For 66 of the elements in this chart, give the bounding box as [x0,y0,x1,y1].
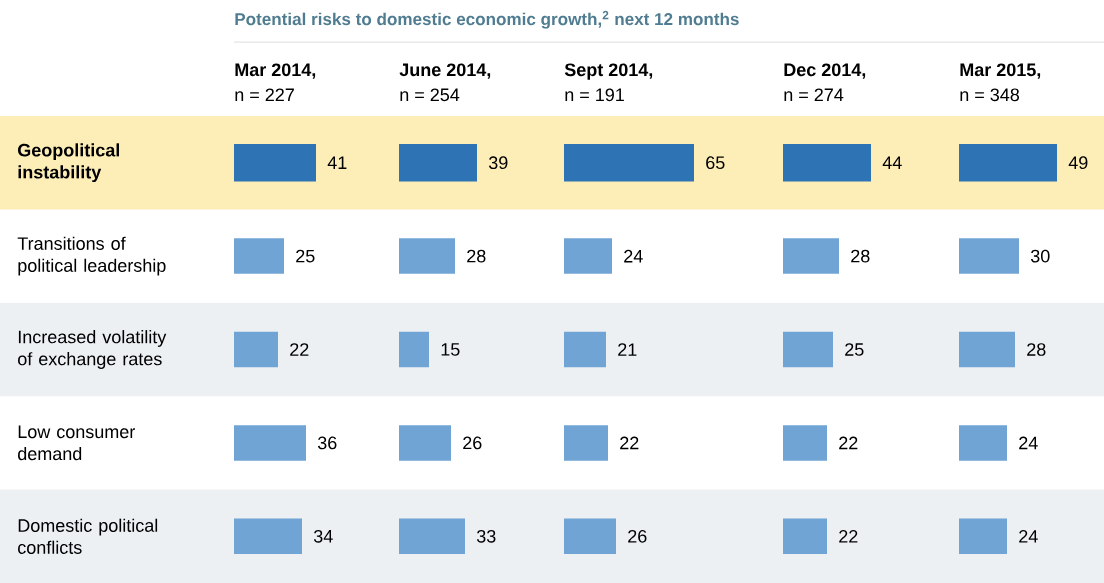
chart-subtitle: n = 274 [784,88,844,101]
data-label: 65 [706,156,725,170]
bar [564,238,612,274]
bar [959,331,1015,368]
bar [399,425,451,461]
data-label: 22 [839,436,858,450]
data-label: 22 [839,530,858,543]
chart-title: Mar 2015, [960,63,1041,79]
chart-subtitle: n = 191 [565,88,624,102]
bar [399,238,455,274]
bar [399,144,477,182]
bar [783,144,871,182]
data-label: 28 [467,249,486,263]
data-label: 30 [1030,249,1050,263]
bar [783,425,828,461]
y-tick-label: Geopolitical instability [18,143,120,183]
bar [564,518,616,555]
data-label: 49 [1068,156,1088,170]
bar [234,331,278,368]
y-tick-label: Increased volatility of exchange rates [18,330,167,369]
bar [234,144,316,182]
data-label: 21 [618,343,637,356]
bar [783,518,828,555]
chart-title: Mar 2014, [235,63,316,79]
text: Potential risks to domestic economic growth,$^{2}$ next 12 months [235,10,739,29]
data-label: 24 [1019,530,1038,543]
data-label: 22 [620,436,639,450]
chart-subtitle: n = 348 [960,88,1020,102]
data-label: 28 [851,249,870,263]
y-tick-label: Transitions of political leadership [17,236,166,276]
data-label: 28 [1027,343,1046,356]
bar [564,425,608,461]
chart-title: Sept 2014, [564,63,653,80]
bar [959,518,1008,555]
y-tick-label: Domestic political conflicts [18,518,158,554]
chart-title: June 2014, [399,63,491,79]
data-label: 41 [327,156,347,169]
bar [783,238,839,274]
chart-title: Dec 2014, [784,63,866,79]
y-tick-label: Low consumer demand [18,425,135,461]
bar [399,331,429,368]
bar [234,425,306,461]
bar [783,331,833,368]
data-label: 26 [463,436,482,450]
bar [564,144,694,182]
data-label: 26 [628,529,647,543]
data-label: 39 [488,156,508,170]
bar [399,518,465,555]
bar [959,238,1019,274]
data-label: 33 [476,529,496,543]
bar [959,144,1058,182]
bar [564,331,606,368]
bar [959,425,1008,461]
data-label: 22 [290,343,309,356]
data-label: 34 [313,529,333,543]
data-label: 36 [317,436,337,450]
bar [234,518,302,555]
data-label: 25 [296,249,315,263]
chart-subtitle: n = 254 [400,88,460,102]
chart-subtitle: n = 227 [235,88,294,101]
data-label: 15 [441,343,460,356]
data-label: 44 [882,156,902,169]
data-label: 24 [1019,436,1038,450]
data-label: 25 [845,343,864,356]
bar [234,238,284,274]
data-label: 24 [624,249,643,263]
